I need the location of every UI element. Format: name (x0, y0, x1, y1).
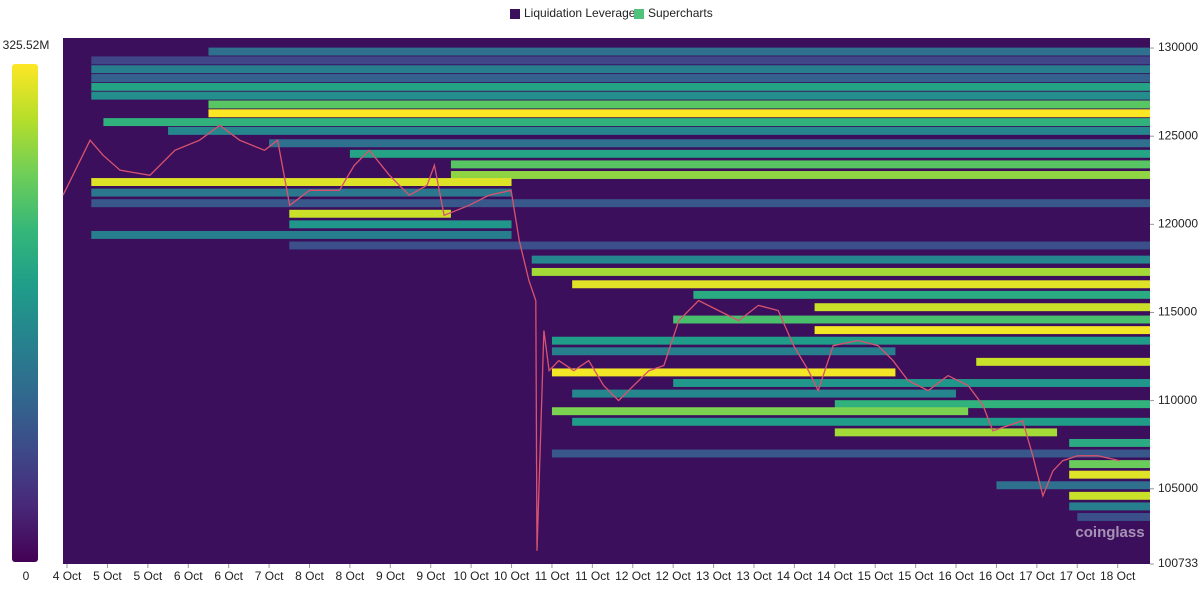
heat-cell (91, 230, 512, 239)
x-tick-label: 12 Oct (655, 569, 691, 583)
x-tick-label: 5 Oct (93, 569, 122, 583)
heat-cell (349, 149, 1151, 158)
x-tick-label: 15 Oct (898, 569, 934, 583)
x-tick-label: 5 Oct (134, 569, 163, 583)
price-line (62, 124, 1120, 551)
x-tick-label: 15 Oct (858, 569, 894, 583)
heat-cell (91, 65, 1150, 74)
colorbar-label: 0 (23, 569, 30, 583)
heat-cell (289, 209, 451, 218)
x-tick-label: 11 Oct (535, 569, 570, 583)
heat-cell (208, 109, 1151, 118)
heat-cell (551, 407, 969, 416)
heat-cell (1069, 502, 1150, 511)
heat-cell (91, 82, 1150, 91)
x-tick-label: 10 Oct (494, 569, 530, 583)
heat-cell (551, 368, 896, 377)
heat-cell (91, 91, 1150, 100)
x-tick-label: 8 Oct (295, 569, 324, 583)
x-tick-label: 13 Oct (696, 569, 732, 583)
heat-cell (1069, 460, 1150, 469)
heat-cell (673, 315, 1150, 324)
heat-cell (103, 118, 1150, 127)
heat-cell (269, 139, 1150, 148)
x-tick-label: 8 Oct (336, 569, 365, 583)
watermark: coinglass (1075, 524, 1144, 541)
y-tick-label: 110000 (1158, 393, 1197, 407)
heat-cell (208, 47, 1151, 56)
y-tick-label: 130000 (1158, 40, 1198, 54)
legend-label: Supercharts (648, 6, 713, 20)
colorbar-label: 325.52M (3, 38, 50, 52)
heat-cell (551, 449, 1150, 458)
y-tick-label: 120000 (1158, 217, 1198, 231)
heat-cell (450, 160, 1150, 169)
y-tick-label: 105000 (1158, 481, 1198, 495)
heat-cell (168, 126, 1150, 135)
heat-cell (450, 171, 1150, 179)
heat-cell (91, 56, 1150, 65)
legend-swatch (634, 9, 644, 19)
heat-cell (1077, 513, 1150, 521)
heat-cell (91, 188, 512, 197)
x-tick-label: 11 Oct (575, 569, 610, 583)
x-tick-label: 6 Oct (174, 569, 203, 583)
x-tick-label: 18 Oct (1100, 569, 1136, 583)
x-tick-label: 16 Oct (979, 569, 1015, 583)
x-tick-label: 6 Oct (214, 569, 243, 583)
x-tick-label: 12 Oct (615, 569, 651, 583)
heat-cell (572, 280, 1150, 289)
x-tick-label: 7 Oct (255, 569, 284, 583)
heat-cell (91, 178, 512, 186)
x-tick-label: 17 Oct (1060, 569, 1096, 583)
heat-cell (91, 74, 1150, 82)
heat-cell (551, 336, 1150, 345)
colorbar (12, 64, 38, 562)
x-tick-label: 9 Oct (376, 569, 405, 583)
x-tick-label: 16 Oct (938, 569, 974, 583)
heat-cell (551, 347, 896, 356)
heat-cell (531, 255, 1150, 264)
heat-cell (289, 220, 512, 229)
heat-cell (814, 303, 1150, 312)
heat-cell (1069, 470, 1150, 479)
legend-label: Liquidation Leverage (524, 6, 636, 20)
heat-cell (572, 417, 1150, 426)
heat-cell (996, 481, 1150, 490)
heat-cell (693, 290, 1150, 299)
heat-cell (1069, 491, 1150, 500)
x-tick-label: 10 Oct (453, 569, 489, 583)
x-tick-label: 4 Oct (53, 569, 82, 583)
heat-cell (531, 267, 1150, 276)
x-tick-label: 13 Oct (736, 569, 772, 583)
y-tick-label: 125000 (1158, 128, 1198, 142)
y-tick-label: 100733 (1158, 556, 1198, 570)
heat-cell (572, 389, 957, 398)
heat-cell (976, 357, 1150, 366)
x-tick-label: 14 Oct (817, 569, 853, 583)
heat-cell (208, 100, 1151, 109)
x-tick-label: 9 Oct (416, 569, 445, 583)
heat-cell (834, 400, 1150, 409)
x-tick-label: 14 Oct (777, 569, 813, 583)
legend-swatch (510, 9, 520, 19)
heat-cell (814, 326, 1150, 335)
heat-cell (289, 241, 1150, 250)
heat-cell (1069, 438, 1150, 447)
heat-cell (834, 428, 1058, 437)
y-tick-label: 115000 (1158, 305, 1197, 319)
heat-cell (91, 199, 1150, 208)
x-tick-label: 17 Oct (1019, 569, 1055, 583)
